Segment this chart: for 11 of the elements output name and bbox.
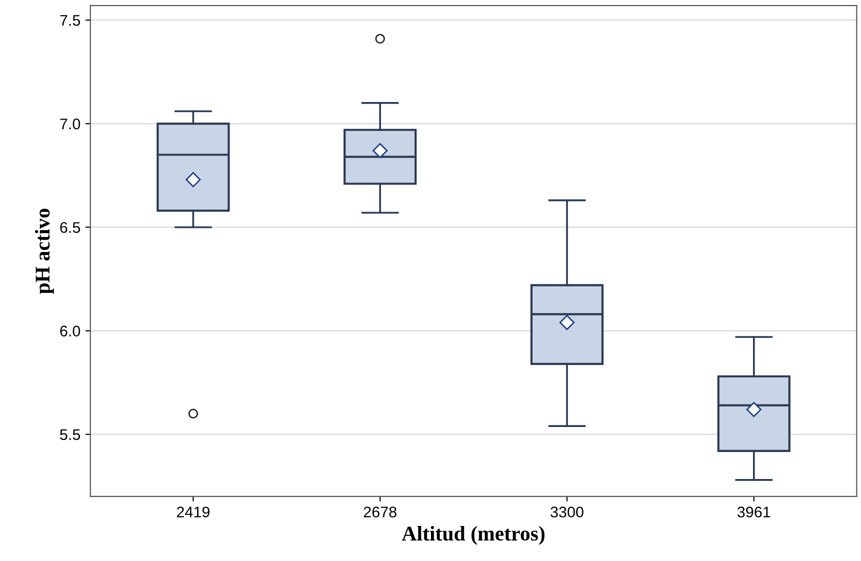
y-tick-label: 7.5: [60, 15, 80, 26]
x-tick-label: 3961: [737, 506, 770, 518]
x-tick-label: 2419: [176, 506, 210, 518]
x-tick-label: 2678: [364, 506, 396, 518]
y-tick-label: 6.0: [60, 326, 80, 336]
y-tick-label: 5.5: [60, 429, 80, 440]
y-axis-title: pH activo: [35, 208, 54, 294]
x-tick-label: 3300: [550, 506, 584, 518]
y-tick-label: 6.5: [60, 222, 80, 233]
y-tick-label: 7.0: [60, 118, 80, 130]
x-axis-title: Altitud (metros): [402, 526, 544, 545]
